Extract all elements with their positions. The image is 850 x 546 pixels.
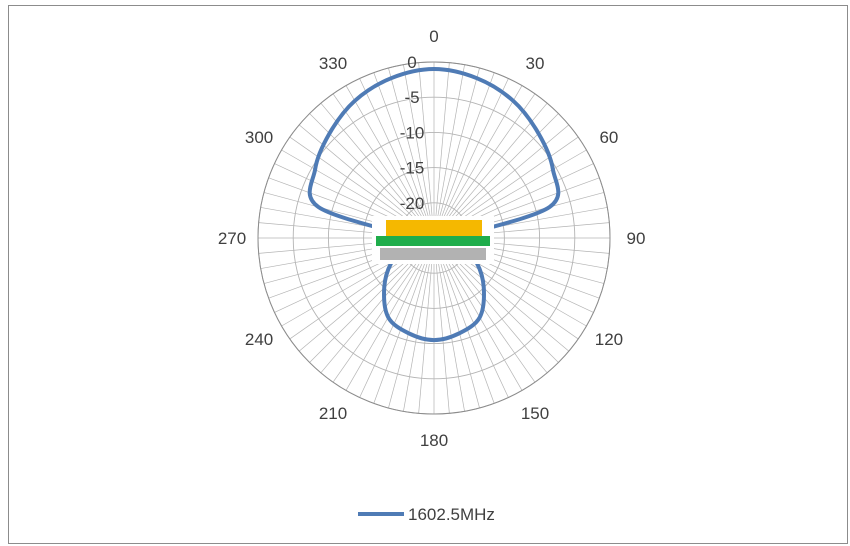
angle-tick-label: 60 [599, 128, 618, 147]
inset-bottom-layer [380, 248, 486, 260]
angle-tick-label: 330 [319, 54, 347, 73]
angular-gridline [345, 85, 435, 239]
radial-tick-label: 0 [407, 53, 416, 72]
angular-gridline [320, 102, 435, 239]
inset-middle-layer [376, 236, 490, 246]
angular-gridline [433, 237, 495, 404]
angular-gridline [433, 72, 495, 239]
inset-top-layer [386, 220, 482, 236]
angular-gridline [433, 78, 509, 239]
radial-tick-label: -20 [400, 194, 425, 213]
angle-tick-label: 30 [526, 54, 545, 73]
angle-tick-label: 180 [420, 431, 448, 450]
angular-gridline [418, 237, 435, 414]
legend-label: 1602.5MHz [408, 505, 495, 524]
angle-tick-label: 90 [627, 229, 646, 248]
radial-gridline [327, 131, 541, 345]
angular-gridline [433, 237, 480, 409]
legend: 1602.5MHz [358, 505, 495, 524]
radial-tick-label: -10 [400, 123, 425, 142]
angular-gridline [418, 62, 435, 239]
angle-tick-label: 240 [245, 330, 273, 349]
angular-gridline [433, 64, 465, 239]
angular-gridline [373, 237, 435, 404]
angle-tick-label: 300 [245, 128, 273, 147]
angular-gridline [403, 237, 435, 412]
angular-gridline [433, 93, 536, 239]
angular-gridline [359, 78, 435, 239]
angular-gridline [332, 93, 435, 239]
antenna-inset [372, 216, 494, 264]
radial-tick-label: -15 [400, 159, 425, 178]
series-line-0 [307, 67, 561, 343]
angular-gridline [433, 85, 523, 239]
angular-gridline [373, 72, 435, 239]
series-layer [307, 67, 561, 343]
angle-tick-label: 150 [521, 404, 549, 423]
angular-gridline [403, 64, 435, 239]
radial-gridline [292, 96, 576, 380]
angle-tick-label: 270 [218, 229, 246, 248]
angle-tick-label: 0 [429, 27, 438, 46]
angle-tick-label: 120 [595, 330, 623, 349]
angular-gridline [433, 67, 480, 239]
angular-gridline [433, 237, 450, 414]
angular-gridline [388, 67, 435, 239]
polar-grid [257, 61, 611, 415]
angular-gridline [359, 237, 435, 398]
chart-frame [8, 5, 848, 544]
angular-gridline [433, 237, 465, 412]
angular-gridline [433, 237, 509, 398]
radial-tick-label: -5 [404, 88, 419, 107]
radial-gridline [363, 167, 505, 309]
tick-labels: 0 30 60 90 120 150 180 210 240 270 300 330 0 -5 -10 -15… [218, 27, 646, 450]
angular-gridline [433, 62, 450, 239]
angle-tick-label: 210 [319, 404, 347, 423]
angular-gridline [433, 102, 548, 239]
angular-gridline [388, 237, 435, 409]
polar-outer-ring [257, 61, 611, 415]
